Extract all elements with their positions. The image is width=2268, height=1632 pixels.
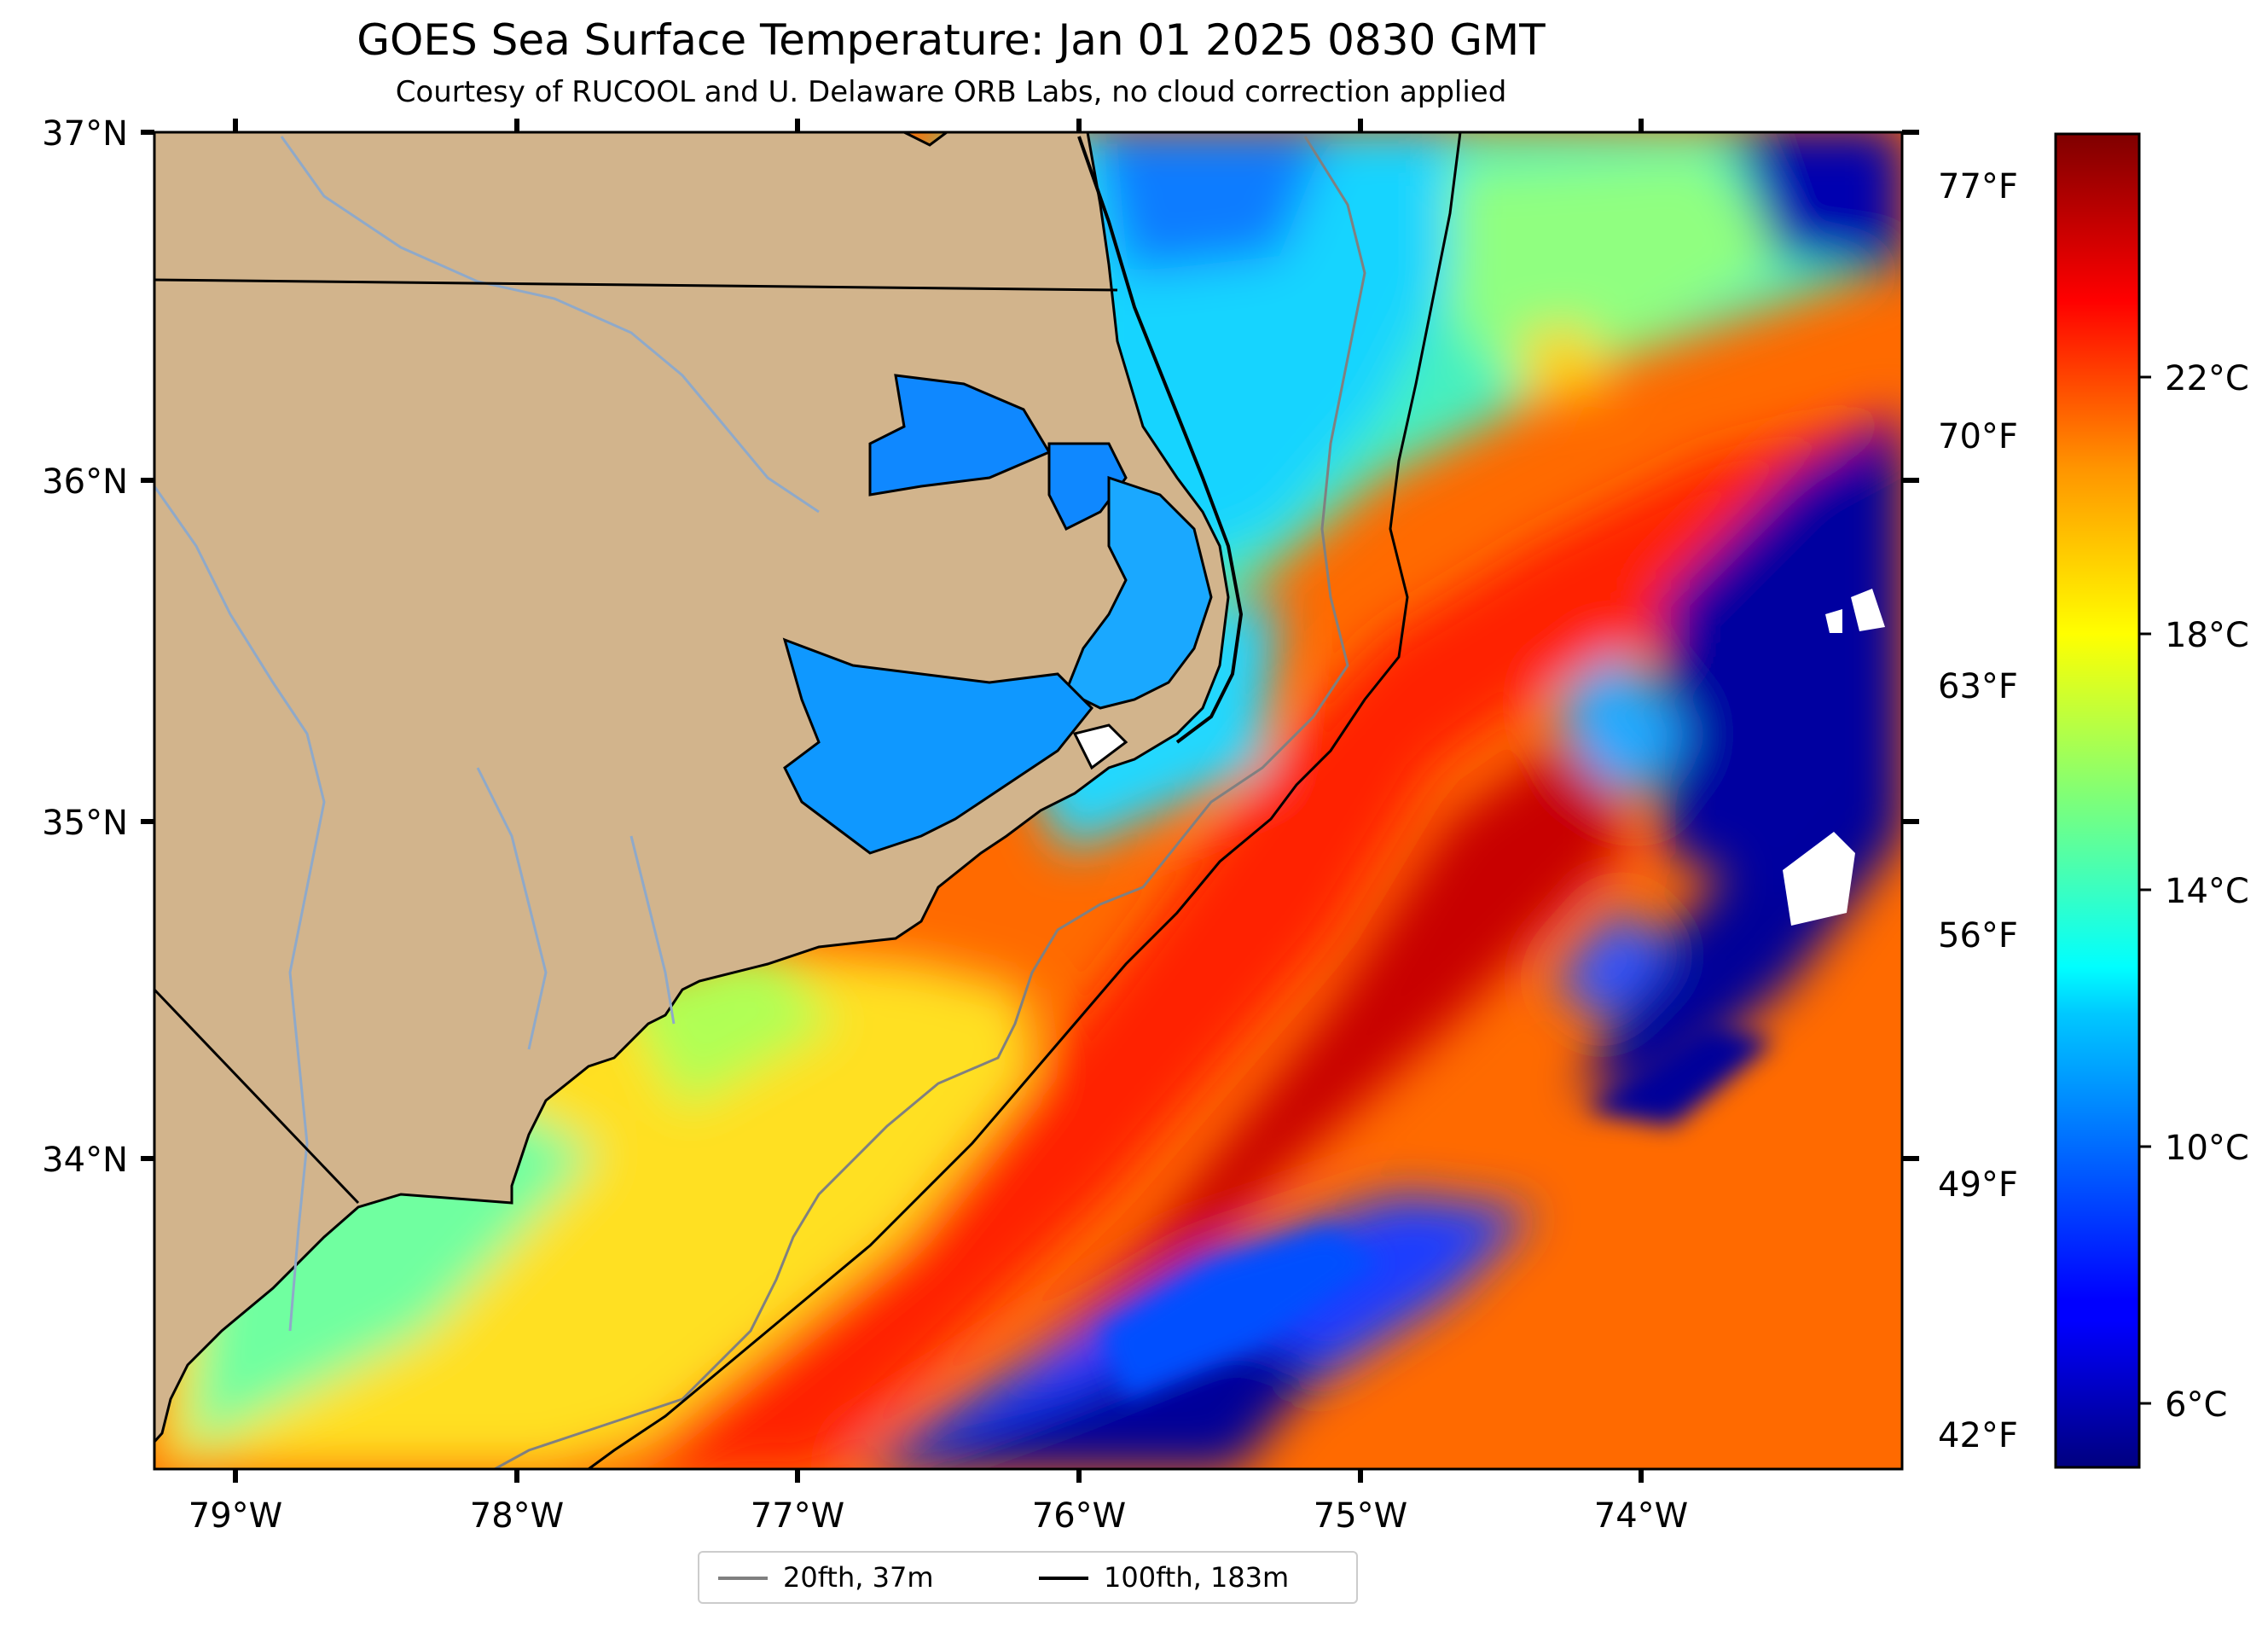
lat-label: 36°N	[42, 462, 128, 502]
state-boundaries	[154, 278, 1118, 1205]
colorbar	[2054, 132, 2141, 1469]
colorbar-ticks	[2139, 375, 2151, 1405]
lon-label: 77°W	[751, 1496, 844, 1536]
isobath-legend: 20fth, 37m 100fth, 183m	[698, 1551, 1358, 1604]
axis-ticks	[141, 119, 1919, 1483]
legend-label: 100fth, 183m	[1104, 1561, 1290, 1594]
fahrenheit-label: 70°F	[1938, 417, 2018, 456]
colorbar-label: 14°C	[2165, 872, 2249, 911]
fahrenheit-label: 77°F	[1938, 167, 2018, 206]
lat-label: 34°N	[42, 1141, 128, 1180]
isobath-20fth	[494, 136, 1366, 1469]
map-title: GOES Sea Surface Temperature: Jan 01 202…	[357, 15, 1546, 65]
lon-label: 79°W	[189, 1496, 282, 1536]
lon-label: 75°W	[1314, 1496, 1407, 1536]
legend-label: 20fth, 37m	[783, 1561, 934, 1594]
lon-label: 76°W	[1032, 1496, 1126, 1536]
fahrenheit-label: 49°F	[1938, 1165, 2018, 1205]
map-frame	[153, 131, 1904, 1471]
isobaths	[494, 132, 1462, 1469]
lon-label: 78°W	[470, 1496, 564, 1536]
colorbar-label: 18°C	[2165, 616, 2249, 655]
legend-swatch-100fth	[1039, 1577, 1088, 1580]
map-subtitle: Courtesy of RUCOOL and U. Delaware ORB L…	[395, 75, 1507, 109]
colorbar-label: 10°C	[2165, 1129, 2249, 1168]
isobath-100fth	[588, 132, 1462, 1469]
colorbar-label: 6°C	[2165, 1385, 2227, 1425]
colorbar-label: 22°C	[2165, 359, 2249, 398]
fahrenheit-label: 63°F	[1938, 667, 2018, 706]
land-mass	[154, 132, 1244, 1444]
lon-label: 74°W	[1594, 1496, 1688, 1536]
fahrenheit-label: 56°F	[1938, 916, 2018, 955]
lat-label: 35°N	[42, 804, 128, 843]
fahrenheit-label: 42°F	[1938, 1416, 2018, 1455]
rivers	[154, 136, 820, 1332]
lat-label: 37°N	[42, 114, 128, 154]
legend-swatch-20fth	[718, 1577, 768, 1580]
